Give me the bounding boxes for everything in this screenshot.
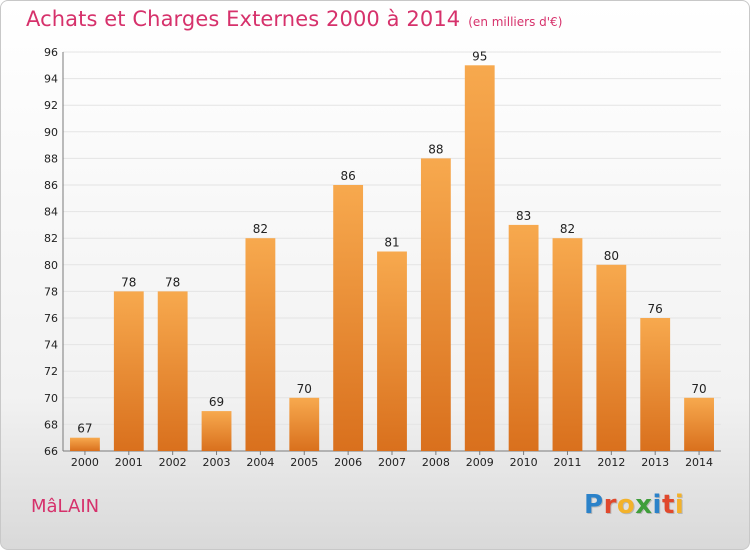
bar-2009 — [464, 65, 495, 452]
x-tick-label: 2000 — [71, 456, 99, 469]
chart-title: Achats et Charges Externes 2000 à 2014 — [26, 7, 461, 31]
x-tick-label: 2005 — [290, 456, 318, 469]
value-label: 67 — [77, 422, 92, 436]
logo-letter: t — [661, 490, 675, 520]
proxiti-logo[interactable]: Proxiti — [584, 490, 684, 520]
bar-2002 — [157, 291, 188, 451]
y-tick-label: 82 — [44, 232, 58, 245]
x-tick-label: 2006 — [334, 456, 362, 469]
y-tick-label: 70 — [44, 392, 58, 405]
logo-letter: P — [584, 490, 604, 520]
x-tick-label: 2013 — [641, 456, 669, 469]
y-tick-labels: 66 68 70 72 74 76 78 80 82 84 86 88 90 92 94 96 — [44, 46, 58, 458]
x-tick-label: 2004 — [246, 456, 274, 469]
bar-2010 — [508, 224, 539, 451]
x-tick-label: 2014 — [685, 456, 713, 469]
x-tick-labels: 2000 2001 2002 2003 2004 2005 2006 2007 2008 2009… — [71, 456, 713, 469]
y-tick-label: 78 — [44, 285, 58, 298]
bar-2013 — [640, 318, 671, 451]
logo-letter: i — [674, 490, 685, 520]
x-tick-label: 2011 — [553, 456, 581, 469]
value-label: 82 — [253, 222, 268, 236]
value-label: 69 — [209, 395, 224, 409]
value-label: 88 — [428, 142, 443, 156]
bar-2003 — [201, 411, 232, 451]
y-tick-label: 88 — [44, 152, 58, 165]
y-tick-label: 68 — [44, 418, 58, 431]
x-tick-label: 2009 — [466, 456, 494, 469]
y-tick-label: 76 — [44, 312, 58, 325]
value-label: 95 — [472, 49, 487, 63]
x-tick-label: 2007 — [378, 456, 406, 469]
logo-letter: r — [603, 490, 617, 520]
bar-2011 — [552, 238, 583, 451]
y-tick-label: 90 — [44, 126, 58, 139]
value-label: 83 — [516, 209, 531, 223]
title-row: Achats et Charges Externes 2000 à 2014 (e… — [26, 7, 562, 31]
value-labels: 67 78 78 69 82 70 86 81 88 95 83 82 80 76 70 — [77, 49, 706, 435]
y-tick-label: 66 — [44, 445, 58, 458]
y-tick-label: 74 — [44, 339, 58, 352]
value-label: 82 — [560, 222, 575, 236]
y-tick-label: 96 — [44, 46, 58, 59]
y-tick-label: 80 — [44, 259, 58, 272]
logo-letter: i — [652, 490, 662, 520]
bar-2012 — [596, 264, 627, 451]
x-tick-label: 2001 — [115, 456, 143, 469]
x-tick-label: 2003 — [203, 456, 231, 469]
value-label: 70 — [297, 382, 312, 396]
y-tick-label: 72 — [44, 365, 58, 378]
logo-letter: x — [635, 490, 653, 520]
bar-2001 — [113, 291, 144, 451]
y-tick-label: 86 — [44, 179, 58, 192]
chart-subtitle: (en milliers d'€) — [468, 15, 563, 29]
bar-2004 — [245, 238, 276, 451]
logo-letter: o — [616, 490, 636, 520]
y-tick-label: 92 — [44, 99, 58, 112]
bar-2005 — [289, 397, 320, 451]
bar-2006 — [333, 185, 364, 451]
value-label: 78 — [121, 275, 136, 289]
value-label: 86 — [340, 169, 355, 183]
bars — [70, 65, 714, 452]
bar-2014 — [684, 397, 714, 451]
y-tick-label: 94 — [44, 73, 58, 86]
x-tick-label: 2010 — [510, 456, 538, 469]
value-label: 78 — [165, 275, 180, 289]
value-label: 76 — [648, 302, 663, 316]
bar-2008 — [420, 158, 451, 451]
value-label: 81 — [384, 236, 399, 250]
x-tick-label: 2002 — [159, 456, 187, 469]
y-tick-label: 84 — [44, 206, 58, 219]
bar-2000 — [70, 437, 100, 451]
x-tick-label: 2012 — [597, 456, 625, 469]
value-label: 80 — [604, 249, 619, 263]
bar-2007 — [377, 251, 407, 451]
commune-name: MâLAIN — [31, 496, 100, 517]
value-label: 70 — [691, 382, 706, 396]
x-tick-label: 2008 — [422, 456, 450, 469]
